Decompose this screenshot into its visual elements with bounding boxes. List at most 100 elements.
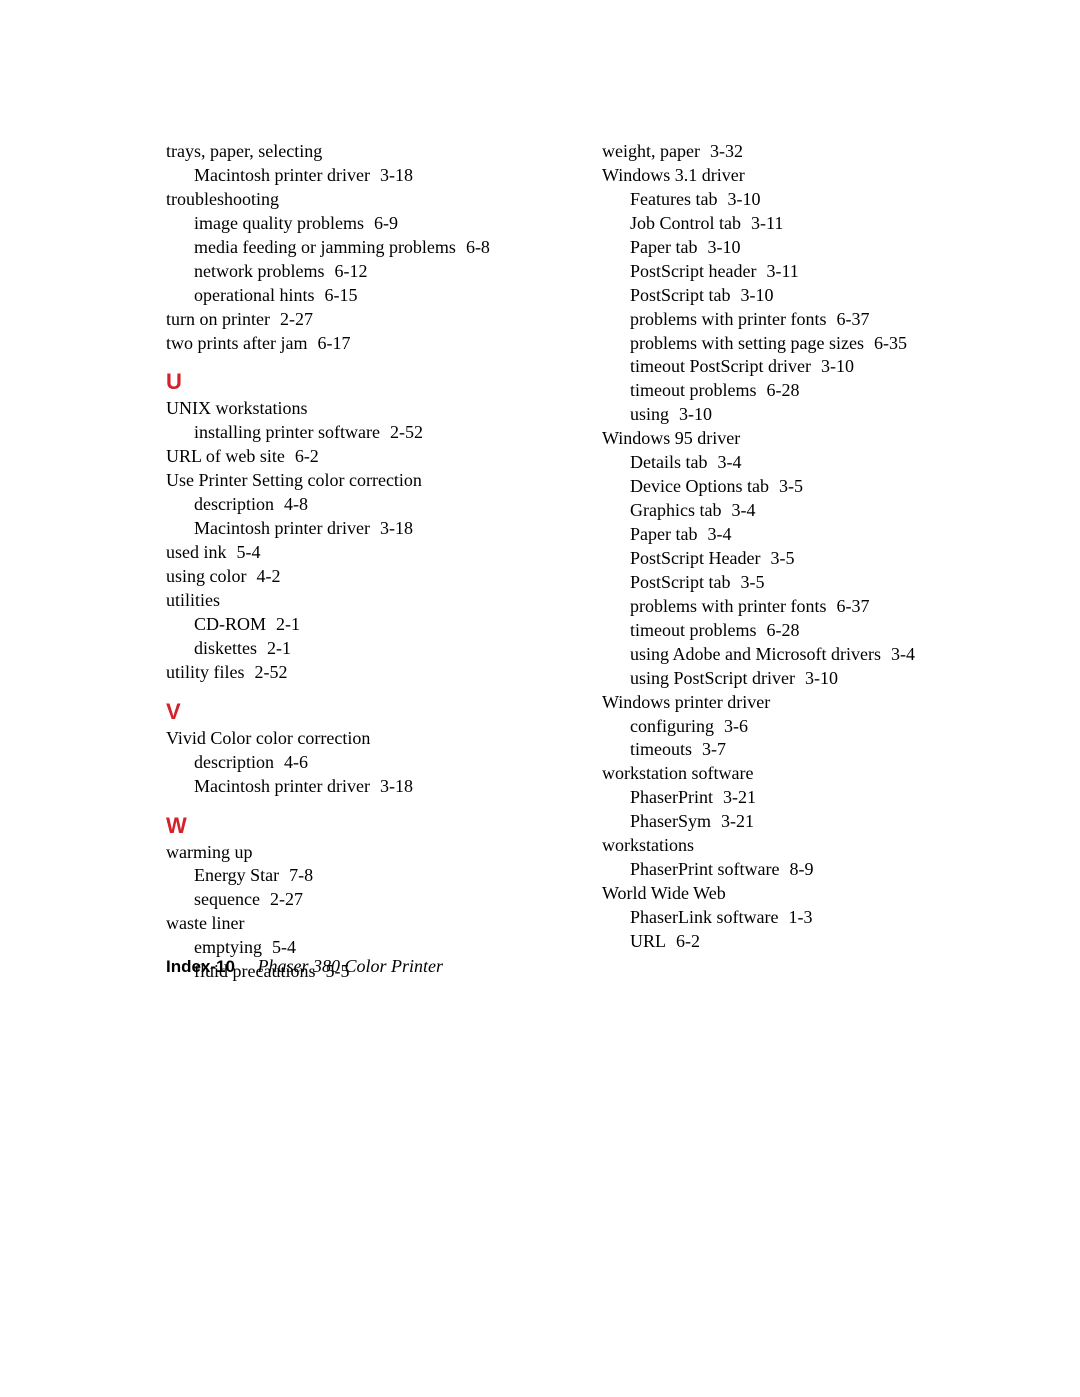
index-page-ref: 3-18 (380, 518, 413, 538)
index-entry: media feeding or jamming problems6-8 (194, 236, 554, 260)
index-entry: description4-8 (194, 493, 554, 517)
index-term: Windows 95 driver (602, 428, 740, 448)
index-entry: PhaserPrint software8-9 (630, 858, 990, 882)
index-entry: timeout PostScript driver3-10 (630, 355, 990, 379)
index-page-ref: 6-12 (334, 261, 367, 281)
index-page-ref: 3-7 (702, 739, 726, 759)
index-term: CD-ROM (194, 614, 266, 634)
index-entry: URL of web site 6-2 (166, 445, 554, 469)
index-term: waste liner (166, 913, 244, 933)
index-entry: problems with printer fonts 6-37 (630, 308, 990, 332)
index-term: PhaserLink software (630, 907, 778, 927)
index-page-ref: 3-6 (724, 716, 748, 736)
index-entry: PostScript header3-11 (630, 260, 990, 284)
index-page-ref: 5-4 (237, 542, 261, 562)
index-page-ref: 6-15 (324, 285, 357, 305)
index-page-ref: 4-2 (257, 566, 281, 586)
index-entry: Windows 3.1 driver (602, 164, 990, 188)
index-term: network problems (194, 261, 324, 281)
index-term: used ink (166, 542, 227, 562)
index-entry: utilities (166, 589, 554, 613)
index-term: weight, paper (602, 141, 700, 161)
index-entry: description4-6 (194, 751, 554, 775)
index-page-ref: 3-10 (821, 356, 854, 376)
index-page-ref: 3-10 (805, 668, 838, 688)
index-page-ref: 3-21 (721, 811, 754, 831)
index-term: image quality problems (194, 213, 364, 233)
index-term: timeout problems (630, 380, 756, 400)
index-page-ref: 3-4 (731, 500, 755, 520)
index-term: PostScript tab (630, 572, 731, 592)
index-page-ref: 2-1 (276, 614, 300, 634)
index-page-ref: 6-9 (374, 213, 398, 233)
index-term: Vivid Color color correction (166, 728, 370, 748)
index-page-ref: 3-4 (707, 524, 731, 544)
index-entry: Job Control tab3-11 (630, 212, 990, 236)
index-entry: PostScript tab3-5 (630, 571, 990, 595)
index-term: utilities (166, 590, 220, 610)
index-entry: PhaserPrint3-21 (630, 786, 990, 810)
index-term: problems with printer fonts (630, 309, 826, 329)
index-entry: Energy Star7-8 (194, 864, 554, 888)
index-column-left: trays, paper, selectingMacintosh printer… (166, 140, 554, 984)
index-term: description (194, 494, 274, 514)
index-entry: PostScript tab3-10 (630, 284, 990, 308)
index-page-ref: 2-1 (267, 638, 291, 658)
index-entry: Details tab3-4 (630, 451, 990, 475)
index-term: PhaserSym (630, 811, 711, 831)
index-entry: CD-ROM 2-1 (194, 613, 554, 637)
index-term: workstation software (602, 763, 753, 783)
index-entry: used ink 5-4 (166, 541, 554, 565)
index-column-right: weight, paper 3-32 Windows 3.1 driverFeatu… (602, 140, 990, 984)
index-page-ref: 5-4 (272, 937, 296, 957)
index-entry: using color 4-2 (166, 565, 554, 589)
index-entry: operational hints6-15 (194, 284, 554, 308)
index-term: PhaserPrint software (630, 859, 779, 879)
index-term: UNIX workstations (166, 398, 308, 418)
index-term: using color (166, 566, 247, 586)
index-page: trays, paper, selectingMacintosh printer… (0, 0, 1080, 1044)
index-term: troubleshooting (166, 189, 279, 209)
index-page-ref: 6-2 (295, 446, 319, 466)
index-page-ref: 3-32 (710, 141, 743, 161)
index-term: Macintosh printer driver (194, 165, 370, 185)
index-section-letter: W (166, 813, 554, 839)
index-page-ref: 6-2 (676, 931, 700, 951)
index-page-ref: 2-52 (255, 662, 288, 682)
index-entry: sequence2-27 (194, 888, 554, 912)
index-page-ref: 2-27 (280, 309, 313, 329)
index-term: Job Control tab (630, 213, 741, 233)
index-term: installing printer software (194, 422, 380, 442)
index-page-ref: 3-4 (891, 644, 915, 664)
index-entry: workstations (602, 834, 990, 858)
index-term: World Wide Web (602, 883, 726, 903)
index-section-letter: U (166, 369, 554, 395)
index-term: Paper tab (630, 237, 697, 257)
index-term: URL (630, 931, 666, 951)
index-term: Graphics tab (630, 500, 721, 520)
index-page-ref: 3-18 (380, 165, 413, 185)
index-page-ref: 6-37 (836, 596, 869, 616)
index-entry: problems with printer fonts 6-37 (630, 595, 990, 619)
index-section-letter: V (166, 699, 554, 725)
index-term: configuring (630, 716, 714, 736)
index-page-ref: 3-10 (679, 404, 712, 424)
index-term: PhaserPrint (630, 787, 713, 807)
index-page-ref: 3-10 (707, 237, 740, 257)
index-entry: timeouts3-7 (630, 738, 990, 762)
index-term: URL of web site (166, 446, 285, 466)
index-page-ref: 3-5 (779, 476, 803, 496)
index-entry: waste liner (166, 912, 554, 936)
index-entry: image quality problems 6-9 (194, 212, 554, 236)
index-entry: troubleshooting (166, 188, 554, 212)
index-entry: problems with setting page sizes6-35 (630, 332, 990, 356)
index-term: two prints after jam (166, 333, 307, 353)
index-page-ref: 2-52 (390, 422, 423, 442)
index-entry: configuring 3-6 (630, 715, 990, 739)
index-page-ref: 6-37 (836, 309, 869, 329)
index-page-ref: 3-5 (770, 548, 794, 568)
index-term: problems with printer fonts (630, 596, 826, 616)
index-entry: Paper tab 3-10 (630, 236, 990, 260)
index-entry: Features tab3-10 (630, 188, 990, 212)
index-entry: diskettes2-1 (194, 637, 554, 661)
